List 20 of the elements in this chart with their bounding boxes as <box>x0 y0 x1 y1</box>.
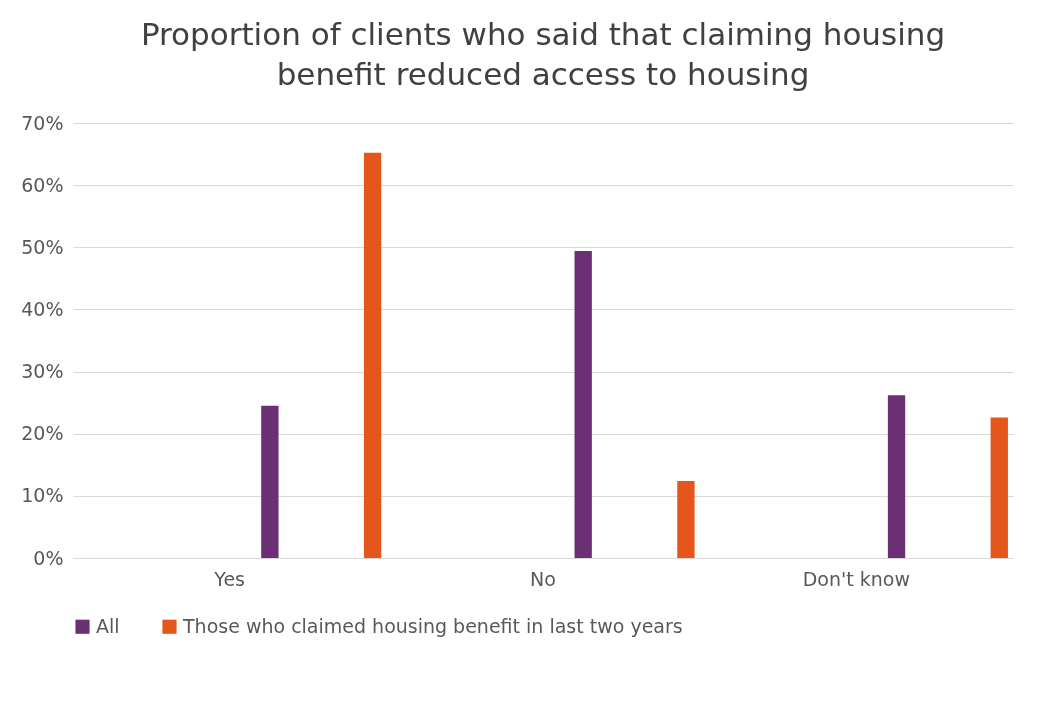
legend-label: Those who claimed housing benefit in last two years <box>182 614 683 637</box>
chart-title: Proportion of clients who said that claiming housing benefit reduced access to housing <box>140 16 946 92</box>
bar <box>363 152 382 558</box>
x-tick-label: No <box>530 567 556 590</box>
y-tick-label: 30% <box>21 360 64 383</box>
x-tick-label: Don't know <box>802 567 910 590</box>
legend-label: All <box>96 614 120 637</box>
bar <box>887 395 906 558</box>
bar <box>261 405 279 558</box>
y-tick-label: 20% <box>21 422 64 445</box>
y-tick-label: 0% <box>33 546 64 569</box>
bar <box>677 480 695 558</box>
bar <box>990 417 1008 558</box>
bar <box>574 251 592 558</box>
y-tick-label: 40% <box>21 297 64 320</box>
y-tick-label: 60% <box>21 173 64 196</box>
y-tick-label: 10% <box>21 484 64 507</box>
y-tick-label: 70% <box>21 111 64 134</box>
y-tick-label: 50% <box>21 235 64 258</box>
x-tick-label: Yes <box>213 567 245 590</box>
